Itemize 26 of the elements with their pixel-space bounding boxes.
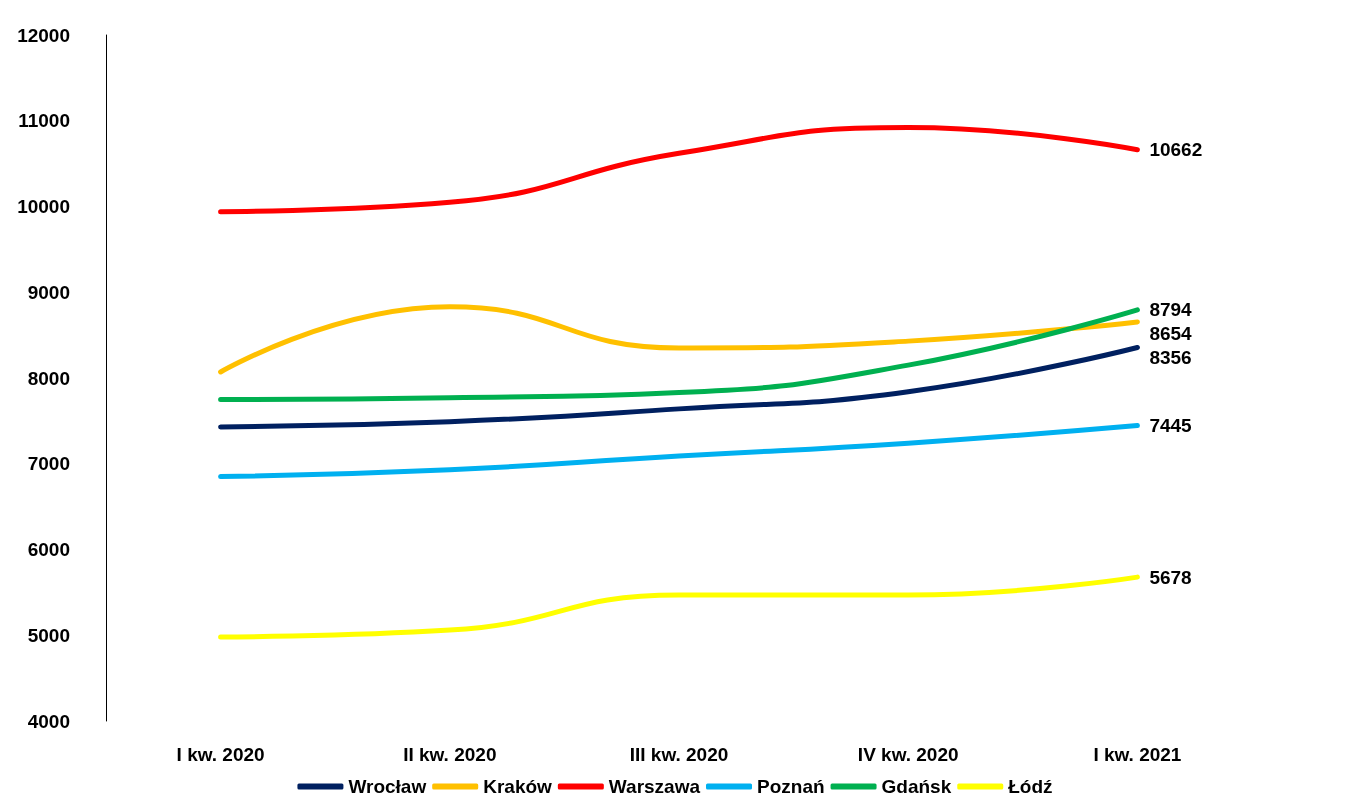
legend-label: Gdańsk — [881, 776, 952, 797]
data-label: 8794 — [1149, 299, 1193, 321]
y-tick-label: 10000 — [17, 196, 70, 217]
legend-label: Warszawa — [608, 776, 701, 797]
x-tick-label: I kw. 2021 — [1093, 744, 1182, 765]
x-tick-label: I kw. 2020 — [176, 744, 265, 765]
x-tick-label: II kw. 2020 — [403, 744, 497, 765]
y-tick-label: 4000 — [27, 710, 70, 732]
data-label: 10662 — [1149, 139, 1203, 161]
x-tick-label: IV kw. 2020 — [857, 744, 959, 765]
data-label: 5678 — [1149, 566, 1192, 588]
y-tick-label: 11000 — [18, 110, 70, 132]
y-tick-label: 5000 — [27, 624, 70, 646]
data-label: 8356 — [1149, 347, 1192, 369]
x-tick-label: III kw. 2020 — [629, 744, 729, 765]
legend-label: Poznań — [757, 776, 825, 797]
y-tick-label: 12000 — [17, 24, 70, 46]
y-tick-label: 8000 — [27, 367, 70, 389]
legend-label: Łódź — [1008, 776, 1053, 797]
y-tick-label: 9000 — [27, 281, 70, 303]
y-tick-label: 7000 — [27, 453, 70, 475]
legend-label: Wrocław — [348, 776, 427, 797]
legend-label: Kraków — [483, 776, 553, 797]
data-label: 8654 — [1149, 323, 1193, 345]
data-label: 7445 — [1149, 415, 1193, 437]
y-tick-label: 6000 — [27, 539, 70, 560]
